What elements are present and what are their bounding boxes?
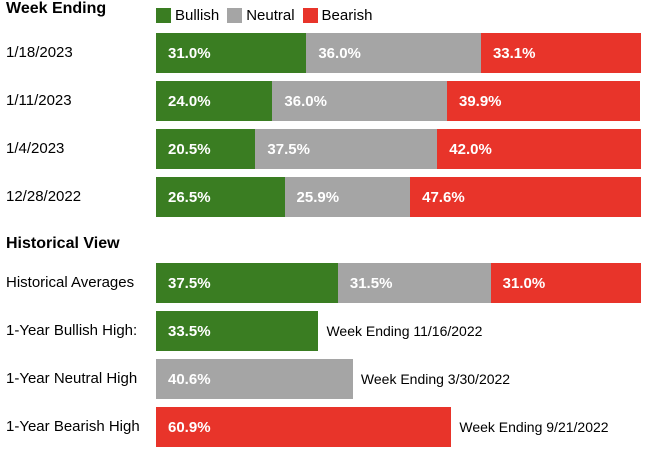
row-label: 1/11/2023 [6,92,72,109]
stacked-bar-row: 20.5% 37.5% 42.0% [156,129,641,169]
bar-segment-neutral: 31.5% [337,263,491,303]
high-bar-row: 60.9% [156,407,452,447]
legend: Bullish Neutral Bearish [156,7,380,24]
bar-segment-bullish: 37.5% [156,263,338,303]
bar-segment-neutral: 36.0% [306,33,481,73]
bar-segment-bullish: 31.0% [156,33,307,73]
stacked-bar-row: 31.0% 36.0% 33.1% [156,33,642,73]
bar-segment-neutral: 37.5% [255,129,438,169]
legend-swatch-neutral [227,8,243,23]
bar-segment-bullish: 24.0% [156,81,273,121]
bar-segment-bearish: 39.9% [446,81,641,121]
row-label: 1/18/2023 [6,44,73,61]
row-label: 1-Year Neutral High [6,370,138,387]
bar-segment-bullish: 20.5% [156,129,256,169]
legend-item-bearish: Bearish [302,7,373,24]
bar-segment-bearish: 42.0% [437,129,641,169]
stacked-bar-row: 37.5% 31.5% 31.0% [156,263,641,303]
row-label: 1-Year Bearish High [6,418,140,435]
high-annotation: Week Ending 9/21/2022 [459,419,609,435]
bar-segment-neutral: 36.0% [272,81,447,121]
legend-item-neutral: Neutral [227,7,295,24]
row-label: Historical Averages [6,274,135,291]
bar-segment-bearish: 33.1% [480,33,642,73]
high-bar-row: 40.6% [156,359,353,399]
legend-item-bullish: Bullish [156,7,219,24]
historical-view-title: Historical View [6,235,120,252]
row-label: 12/28/2022 [6,188,82,205]
row-label: 1/4/2023 [6,140,65,157]
bar-segment-bullish: 26.5% [156,177,285,217]
legend-label-neutral: Neutral [246,7,295,24]
bar-segment-bearish: 31.0% [490,263,641,303]
legend-label-bearish: Bearish [321,7,373,24]
high-bar-row: 33.5% [156,311,319,351]
row-label: 1-Year Bullish High: [6,322,138,339]
high-bar-bearish: 60.9% [156,407,452,447]
high-bar-bullish: 33.5% [156,311,319,351]
stacked-bar-row: 26.5% 25.9% 47.6% [156,177,641,217]
high-annotation: Week Ending 3/30/2022 [360,371,511,387]
bar-segment-neutral: 25.9% [284,177,411,217]
bar-segment-bearish: 47.6% [410,177,641,217]
legend-swatch-bearish [302,8,318,23]
week-ending-title: Week Ending [6,0,107,17]
high-annotation: Week Ending 11/16/2022 [326,323,483,339]
high-bar-neutral: 40.6% [156,359,353,399]
stacked-bar-row: 24.0% 36.0% 39.9% [156,81,641,121]
legend-label-bullish: Bullish [175,7,220,24]
legend-swatch-bullish [156,8,171,23]
